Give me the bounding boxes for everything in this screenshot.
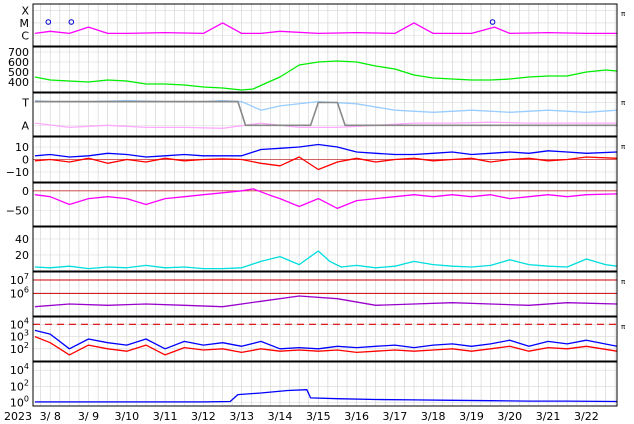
event-marker xyxy=(68,19,75,25)
panel-xmc xyxy=(32,3,618,47)
x-tick-label: 3/12 xyxy=(191,410,216,423)
x-tick-label: 3/ 9 xyxy=(78,410,99,423)
event-marker xyxy=(489,19,496,25)
panel-ta xyxy=(32,92,618,137)
panel-frame xyxy=(32,361,618,407)
panel-frame xyxy=(32,3,618,47)
y-tick-label: 0 xyxy=(22,185,29,198)
y-tick-label: C xyxy=(21,30,29,43)
series-ta-gray xyxy=(34,100,617,127)
panel-proton_high xyxy=(32,361,618,407)
series-proton-red xyxy=(34,335,618,356)
x-tick-label: 3/18 xyxy=(421,410,446,423)
y-tick-label: 500 xyxy=(8,66,29,79)
corner-mark: π xyxy=(621,278,626,286)
x-tick-label: 3/11 xyxy=(153,410,178,423)
panel-frame xyxy=(32,226,618,272)
y-tick-label: T xyxy=(21,96,29,109)
series-speed-green xyxy=(34,60,618,91)
x-tick-label: 3/16 xyxy=(344,410,369,423)
panel-frame xyxy=(32,46,618,93)
x-tick-label: 3/17 xyxy=(383,410,408,423)
x-tick-label: 3/19 xyxy=(459,410,484,423)
series-b-red xyxy=(34,156,618,171)
y-tick-label: 20 xyxy=(15,249,29,262)
panel-dst xyxy=(32,182,618,227)
panel-frame xyxy=(32,182,618,227)
panel-electron xyxy=(32,271,618,317)
series-ta-lightblue xyxy=(34,100,618,113)
y-tick-label: 106 xyxy=(10,285,29,300)
series-proton-blue xyxy=(34,329,618,350)
x-tick-label: 3/20 xyxy=(497,410,522,423)
chart-labels: XMCπ700600500400TAπ100−10π0−504020107106… xyxy=(4,4,626,423)
y-tick-label: 0 xyxy=(22,154,29,167)
panel-speed xyxy=(32,46,618,93)
panel-cyan xyxy=(32,226,618,272)
event-marker xyxy=(45,19,52,25)
corner-mark: π xyxy=(621,99,626,107)
y-tick-label: 102 xyxy=(10,378,29,393)
x-tick-label: 3/21 xyxy=(536,410,561,423)
x-tick-label: 3/10 xyxy=(114,410,139,423)
x-tick-label: 3/ 8 xyxy=(40,410,61,423)
y-tick-label: −50 xyxy=(6,204,29,217)
corner-mark: π xyxy=(621,143,626,151)
series-electron-purple xyxy=(34,295,618,308)
y-tick-label: 10 xyxy=(15,141,29,154)
series-ta-pink xyxy=(34,121,617,129)
panel-frame xyxy=(32,136,618,183)
series-cyan-cyan xyxy=(34,250,618,270)
panel-proton xyxy=(32,316,618,362)
y-tick-label: A xyxy=(21,119,29,132)
panel-frame xyxy=(32,271,618,317)
y-tick-label: M xyxy=(20,17,30,30)
x-tick-label: 3/13 xyxy=(229,410,254,423)
panel-frame xyxy=(32,316,618,362)
series-xmc-magenta xyxy=(34,22,617,35)
x-tick-label: 3/15 xyxy=(306,410,331,423)
x-tick-label: 3/14 xyxy=(268,410,293,423)
y-tick-label: 100 xyxy=(10,395,29,410)
y-tick-label: X xyxy=(21,4,29,17)
year-label: 2023 xyxy=(4,410,32,423)
y-tick-label: 400 xyxy=(8,76,29,89)
series-proton_high-blue xyxy=(34,389,618,403)
corner-mark: π xyxy=(621,10,626,18)
y-tick-label: 102 xyxy=(10,341,29,356)
y-tick-label: 104 xyxy=(10,362,29,377)
x-tick-label: 3/22 xyxy=(574,410,599,423)
series-b-blue xyxy=(34,143,618,158)
y-tick-label: 700 xyxy=(8,46,29,59)
corner-mark: π xyxy=(621,323,626,331)
y-tick-label: 600 xyxy=(8,56,29,69)
y-tick-label: 40 xyxy=(15,233,29,246)
chart-panels xyxy=(32,3,618,407)
y-tick-label: −10 xyxy=(6,166,29,179)
series-dst-magenta xyxy=(34,188,618,210)
panel-b xyxy=(32,136,618,183)
panel-frame xyxy=(32,92,618,137)
